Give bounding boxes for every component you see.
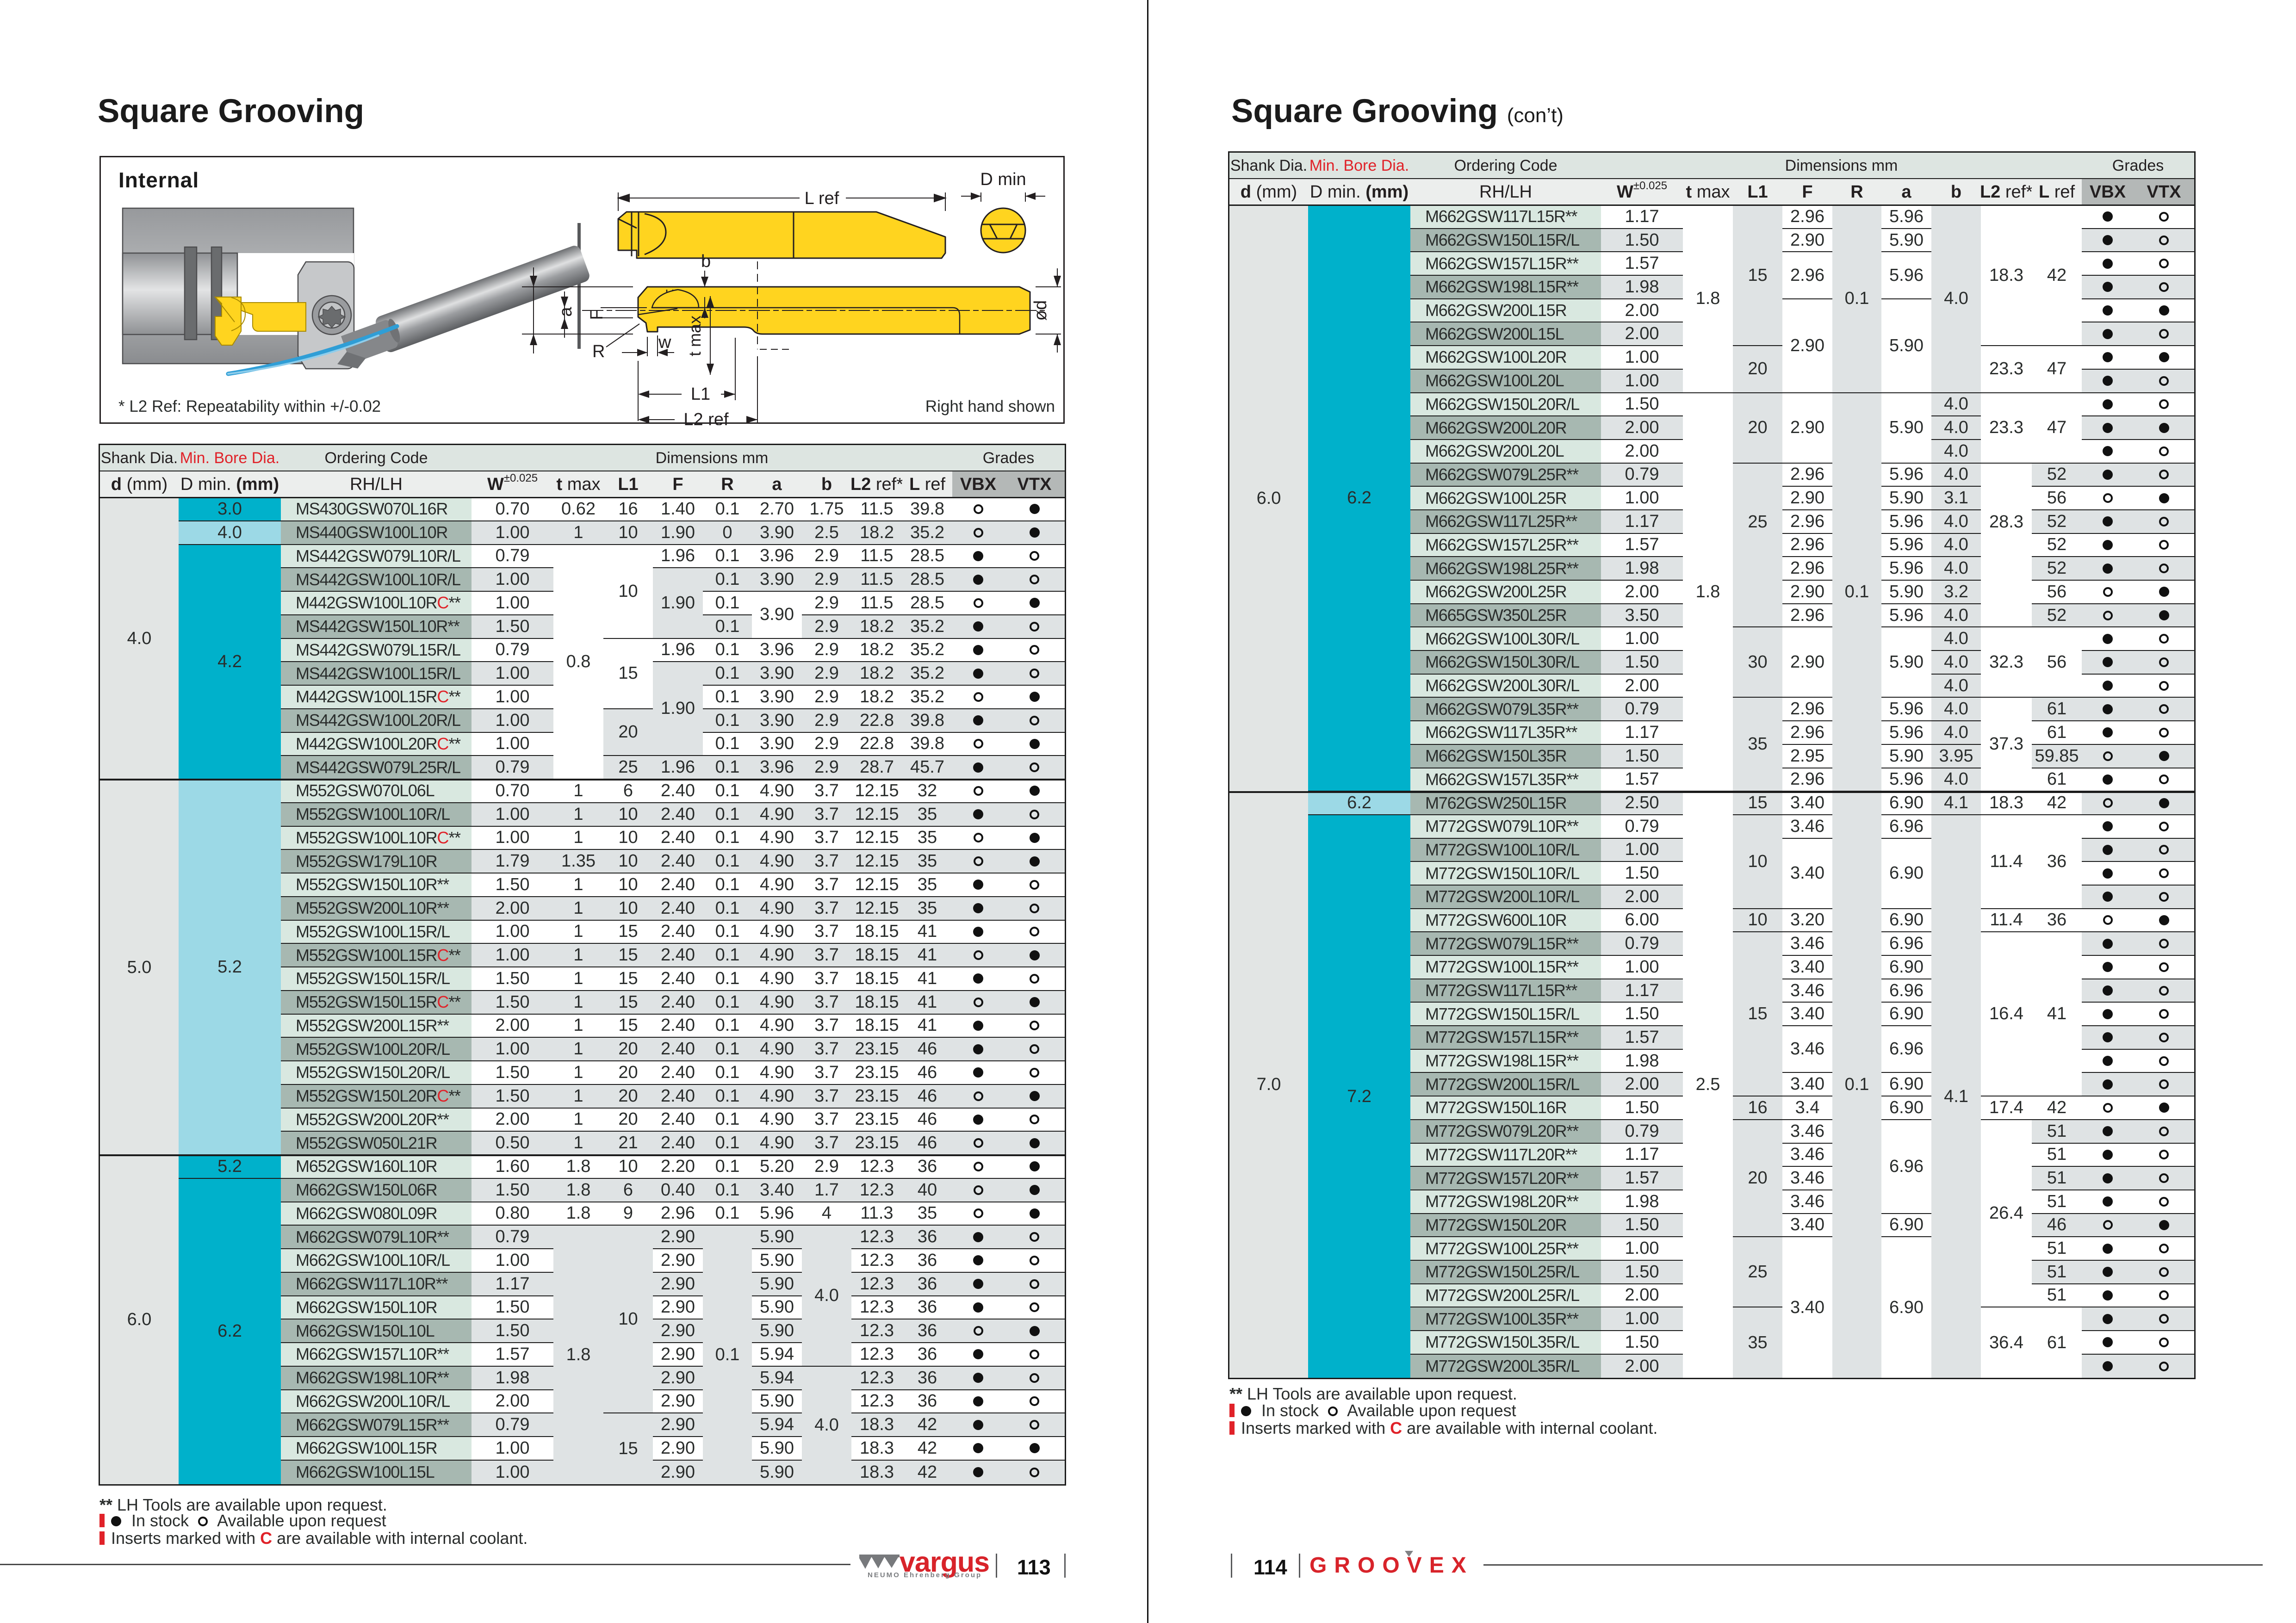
svg-text:D min: D min: [980, 170, 1026, 189]
svg-text:R: R: [592, 342, 605, 361]
svg-text:b: b: [701, 252, 711, 271]
svg-text:t max: t max: [685, 316, 704, 356]
svg-text:a: a: [556, 307, 576, 317]
svg-text:L1: L1: [691, 384, 710, 404]
svg-text:L2 ref: L2 ref: [683, 410, 729, 425]
svg-text:L ref: L ref: [805, 189, 839, 208]
svg-text:F: F: [587, 309, 607, 320]
svg-text:w: w: [658, 333, 671, 352]
svg-text:ød: ød: [1031, 300, 1050, 321]
